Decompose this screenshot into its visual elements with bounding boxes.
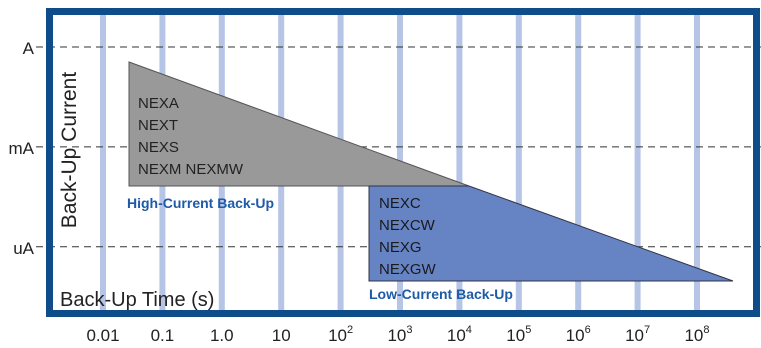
y-tick-label: A — [23, 39, 35, 58]
low-current-label: Low-Current Back-Up — [369, 286, 513, 302]
high-current-product: NEXA — [138, 95, 179, 112]
x-tick-labels: 0.01 0.1 1.0 10 102 103 104 105 106 107 108 — [86, 324, 709, 345]
plot-frame — [46, 8, 760, 317]
high-current-product: NEXT — [138, 117, 178, 134]
grid-column — [515, 11, 522, 313]
x-tick-label: 103 — [387, 324, 412, 345]
low-current-product: NEXCW — [379, 217, 436, 234]
x-tick-label: 0.1 — [151, 326, 175, 345]
grid-column — [456, 11, 463, 313]
grid-column — [100, 11, 106, 313]
high-current-product: NEXS — [138, 139, 179, 156]
grid-column — [575, 11, 582, 313]
data-areas: NEXA NEXT NEXS NEXM NEXMW NEXC NEXCW NEXG NEXGW… — [127, 61, 734, 302]
y-tick-label: uA — [13, 239, 34, 258]
x-tick-label: 106 — [566, 324, 591, 345]
grid-column — [634, 11, 641, 313]
y-axis-label: Back-Up Current — [58, 72, 81, 229]
x-tick-label: 107 — [625, 324, 650, 345]
x-axis-label: Back-Up Time (s) — [60, 289, 214, 311]
x-tick-label: 0.01 — [86, 326, 119, 345]
high-current-area — [128, 61, 470, 187]
x-tick-label: 105 — [506, 324, 531, 345]
x-tick-label: 104 — [447, 324, 472, 345]
high-current-label: High-Current Back-Up — [127, 195, 274, 211]
x-tick-label: 10 — [272, 326, 291, 345]
y-tick-label: mA — [9, 139, 35, 158]
x-tick-label: 1.0 — [210, 326, 234, 345]
low-current-area — [368, 185, 734, 282]
high-current-product: NEXM NEXMW — [138, 161, 244, 178]
low-current-product: NEXGW — [379, 261, 437, 278]
y-tick-labels: AmA uA — [9, 39, 35, 258]
x-tick-label: 102 — [328, 324, 353, 345]
x-tick-label: 108 — [684, 324, 709, 345]
low-current-product: NEXG — [379, 239, 422, 256]
low-current-product: NEXC — [379, 195, 421, 212]
grid-column — [694, 11, 700, 313]
